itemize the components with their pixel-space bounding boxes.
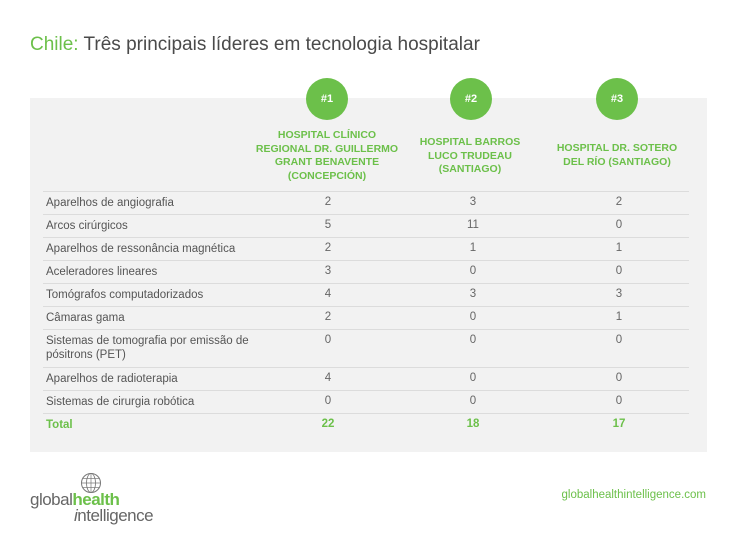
row-label: Aparelhos de angiografia (46, 197, 174, 209)
total-hospital-2: 18 (466, 418, 480, 430)
row-label: Tomógrafos computadorizados (46, 289, 204, 301)
table-row: Aceleradores lineares 3 0 0 (43, 260, 689, 283)
rank-badge-1: #1 (306, 78, 348, 120)
page-title: Chile: Três principais líderes em tecnol… (30, 34, 480, 56)
cell-hospital-3: 2 (615, 196, 623, 208)
cell-hospital-3: 0 (615, 334, 623, 346)
cell-hospital-1: 2 (324, 311, 332, 323)
cell-hospital-2: 0 (469, 395, 477, 407)
total-hospital-3: 17 (612, 418, 626, 430)
cell-hospital-1: 2 (324, 242, 332, 254)
logo-word-health: health (72, 490, 120, 509)
cell-hospital-3: 1 (615, 311, 623, 323)
cell-hospital-2: 0 (469, 334, 477, 346)
cell-hospital-2: 1 (469, 242, 477, 254)
cell-hospital-3: 3 (615, 288, 623, 300)
total-label: Total (46, 419, 73, 431)
cell-hospital-1: 4 (324, 372, 332, 384)
cell-hospital-2: 3 (469, 288, 477, 300)
row-label: Sistemas de tomografia por emissão de pó… (46, 335, 249, 361)
cell-hospital-3: 0 (615, 372, 623, 384)
table-panel (30, 98, 707, 452)
cell-hospital-3: 0 (615, 219, 623, 231)
row-label: Aparelhos de radioterapia (46, 373, 178, 385)
cell-hospital-1: 5 (324, 219, 332, 231)
cell-hospital-1: 0 (324, 395, 332, 407)
cell-hospital-2: 11 (467, 219, 479, 231)
cell-hospital-2: 0 (469, 372, 477, 384)
table-row: Aparelhos de radioterapia 4 0 0 (43, 367, 689, 390)
logo-word-ntelligence: ntelligence (77, 506, 154, 525)
cell-hospital-2: 3 (469, 196, 477, 208)
cell-hospital-1: 4 (324, 288, 332, 300)
title-text: Três principais líderes em tecnologia ho… (83, 34, 480, 55)
cell-hospital-1: 0 (324, 334, 332, 346)
cell-hospital-1: 3 (324, 265, 332, 277)
row-label: Sistemas de cirurgia robótica (46, 396, 195, 408)
rank-badge-2: #2 (450, 78, 492, 120)
logo-letter-i: i (74, 506, 78, 525)
row-label: Arcos cirúrgicos (46, 220, 128, 232)
table-row: Aparelhos de ressonância magnética 2 1 1 (43, 237, 689, 260)
table-row: Tomógrafos computadorizados 4 3 3 (43, 283, 689, 306)
logo-line-2: intelligence (74, 506, 154, 526)
cell-hospital-3: 0 (615, 395, 623, 407)
cell-hospital-3: 0 (615, 265, 623, 277)
row-label: Aceleradores lineares (46, 266, 158, 278)
logo-word-global: global (30, 490, 73, 509)
hospital-name-1: HOSPITAL CLÍNICO REGIONAL DR. GUILLERMO … (255, 129, 399, 182)
site-url: globalhealthintelligence.com (561, 489, 707, 501)
table-row: Sistemas de tomografia por emissão de pó… (43, 329, 689, 367)
table-row: Arcos cirúrgicos 5 11 0 (43, 214, 689, 237)
logo-line-1: globalhealth (30, 490, 120, 510)
table-row: Aparelhos de angiografia 2 3 2 (43, 191, 689, 214)
total-hospital-1: 22 (321, 418, 335, 430)
row-label: Aparelhos de ressonância magnética (46, 243, 236, 255)
globe-icon (81, 473, 101, 493)
rank-badge-3: #3 (596, 78, 638, 120)
total-row: Total 22 18 17 (43, 413, 689, 436)
cell-hospital-3: 1 (615, 242, 623, 254)
country-label: Chile: (30, 34, 79, 55)
cell-hospital-1: 2 (324, 196, 332, 208)
table-row: Câmaras gama 2 0 1 (43, 306, 689, 329)
equipment-table: Aparelhos de angiografia 2 3 2 Arcos cir… (43, 191, 689, 436)
global-health-intelligence-logo: globalhealth intelligence (30, 472, 170, 528)
table-row: Sistemas de cirurgia robótica 0 0 0 (43, 390, 689, 413)
hospital-name-3: HOSPITAL DR. SOTERO DEL RÍO (SANTIAGO) (556, 142, 678, 168)
hospital-name-2: HOSPITAL BARROS LUCO TRUDEAU (SANTIAGO) (419, 136, 521, 175)
row-label: Câmaras gama (46, 312, 125, 324)
cell-hospital-2: 0 (469, 311, 477, 323)
cell-hospital-2: 0 (469, 265, 477, 277)
